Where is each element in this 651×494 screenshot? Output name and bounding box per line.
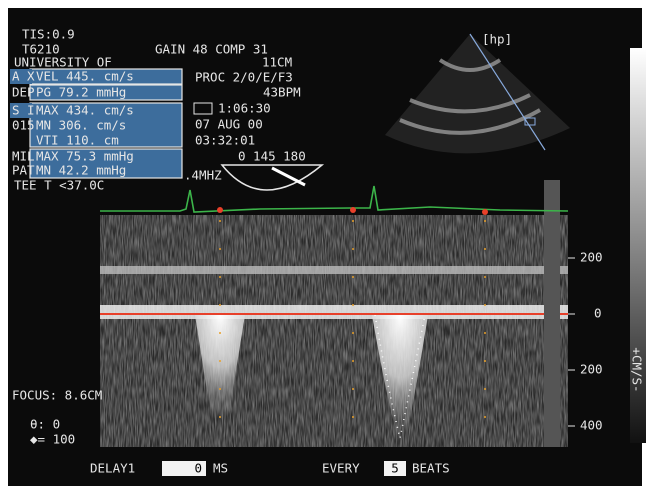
scroll-bar — [544, 180, 560, 447]
measurement: MAX 75.3 mmHg — [36, 149, 134, 164]
axis-label: 400 — [580, 418, 603, 433]
ecg-marker — [482, 209, 488, 215]
measurement: MAX 434. cm/s — [36, 103, 134, 118]
artifact-band — [100, 266, 568, 274]
axis-label: 200 — [580, 362, 603, 377]
delay-label: DELAY1 — [90, 461, 135, 476]
ultrasound-screen: TIS:0.9 T6210 GAIN 48 COMP 31 UNIVERSITY… — [0, 0, 651, 494]
left-label: MIL — [12, 149, 35, 164]
ecg-marker — [350, 207, 356, 213]
angle: θ: 0 — [30, 417, 60, 432]
axis-label: 0 — [594, 306, 602, 321]
delay-unit: MS — [213, 461, 228, 476]
axis-label: 200 — [580, 250, 603, 265]
left-label: 015 — [12, 118, 35, 133]
left-label: PAT — [12, 163, 35, 178]
baseline-clutter — [100, 305, 568, 319]
angle-scale: 0 145 180 — [238, 149, 306, 164]
frequency: .4MHZ — [184, 168, 222, 183]
left-label: S I — [12, 103, 35, 118]
every-label: EVERY — [322, 461, 360, 476]
measurement: VEL 445. cm/s — [36, 69, 134, 84]
every-unit: BEATS — [412, 461, 450, 476]
sample-volume: ◆= 100 — [30, 432, 75, 447]
delay-value: 0 — [194, 461, 202, 476]
date: 07 AUG 00 — [195, 117, 263, 132]
measurement: VTI 110. cm — [36, 133, 119, 148]
every-value: 5 — [391, 461, 399, 476]
clock: 03:32:01 — [195, 133, 255, 148]
mode: [hp] — [482, 32, 512, 47]
heart-rate: 43BPM — [263, 85, 301, 100]
elapsed-time: 1:06:30 — [218, 101, 271, 116]
focus: FOCUS: 8.6CM — [12, 388, 102, 403]
measurement: MN 42.2 mmHg — [36, 163, 126, 178]
measurement: MN 306. cm/s — [36, 118, 126, 133]
ecg-marker — [217, 207, 223, 213]
left-label: DEP — [12, 85, 35, 100]
left-label: A X — [12, 69, 35, 84]
temperature: TEE T <37.0C — [14, 178, 104, 193]
tis: TIS:0.9 — [22, 27, 75, 42]
doppler-noise — [100, 215, 568, 447]
depth: 11CM — [262, 55, 292, 70]
measurement: PG 79.2 mmHg — [36, 85, 126, 100]
axis-unit: +CM/S- — [630, 347, 645, 392]
gain: GAIN 48 COMP 31 — [155, 42, 268, 57]
institution: UNIVERSITY OF — [14, 55, 112, 70]
proc: PROC 2/0/E/F3 — [195, 70, 293, 85]
